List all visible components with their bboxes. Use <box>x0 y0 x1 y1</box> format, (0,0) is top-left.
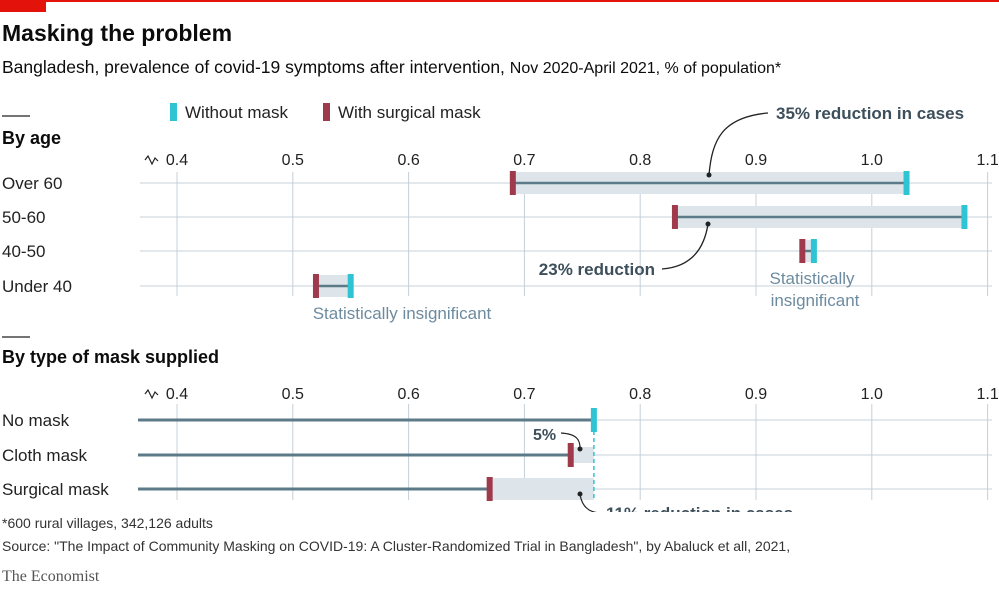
mask-cloth-leader <box>560 432 581 449</box>
mask-tick-label: 1.0 <box>861 386 883 403</box>
age-over60-annotation: 35% reduction in cases <box>776 104 964 123</box>
age-tick-label: 0.4 <box>166 152 188 169</box>
age-5060-annotation: 23% reduction <box>539 260 655 279</box>
age-marker-with-mask <box>312 274 319 298</box>
age-marker-with-mask <box>671 205 678 229</box>
legend-swatch-without-mask <box>170 103 177 121</box>
age-marker-with-mask <box>799 239 806 263</box>
mask-tick-label: 0.8 <box>629 386 651 403</box>
mask-marker-with-mask <box>567 443 574 467</box>
age-tick-label: 1.0 <box>861 152 883 169</box>
age-category-label: Under 40 <box>2 277 72 296</box>
legend-label-without-mask: Without mask <box>185 103 288 122</box>
mask-axis-break-icon <box>144 388 159 400</box>
age-marker-without-mask <box>810 239 817 263</box>
age-tick-label: 0.8 <box>629 152 651 169</box>
age-tick-label: 0.5 <box>282 152 304 169</box>
chart-title: Masking the problem <box>2 20 233 46</box>
mask-cloth-annotation: 5% <box>533 427 556 444</box>
mask-tick-label: 0.9 <box>745 386 767 403</box>
footnote: *600 rural villages, 342,126 adults <box>2 515 213 531</box>
mask-reduction-band <box>570 447 594 463</box>
age-heading: By age <box>2 128 61 148</box>
brand-red-tag <box>0 0 46 12</box>
age-5060-leader <box>661 223 709 270</box>
mask-tick-label: 1.1 <box>976 386 998 403</box>
age-tick-label: 1.1 <box>976 152 998 169</box>
age-category-label: 50-60 <box>2 208 45 227</box>
mask-surgical-leader-dot <box>577 491 583 497</box>
legend-label-with-mask: With surgical mask <box>338 103 481 122</box>
age-over60-leader-dot <box>706 172 712 178</box>
source-note: Source: "The Impact of Community Masking… <box>2 538 791 554</box>
age-category-label: 40-50 <box>2 242 45 261</box>
age-marker-without-mask <box>961 205 968 229</box>
chart-canvas: Without mask With surgical mask By age 0.4 0… <box>2 103 999 512</box>
mask-heading: By type of mask supplied <box>2 347 219 367</box>
mask-tick-label: 0.4 <box>166 386 188 403</box>
mask-reduction-band <box>489 478 594 500</box>
subtitle-main: Bangladesh, prevalence of covid-19 sympt… <box>2 57 505 77</box>
age-marker-without-mask <box>347 274 354 298</box>
age-4050-annotation-line1: Statistically <box>769 269 855 288</box>
age-4050-annotation-line2: insignificant <box>771 291 860 310</box>
mask-category-label: No mask <box>2 411 70 430</box>
age-5060-leader-dot <box>705 221 711 227</box>
mask-cloth-leader-dot <box>577 446 583 452</box>
mask-category-label: Cloth mask <box>2 446 88 465</box>
age-tick-label: 0.6 <box>397 152 419 169</box>
age-tick-label: 0.7 <box>513 152 535 169</box>
age-axis-break-icon <box>144 154 159 166</box>
brand-top-rule <box>0 0 999 2</box>
age-over60-leader <box>708 112 769 176</box>
publisher-logo: The Economist <box>2 568 100 585</box>
mask-surgical-annotation: 11% reduction in cases <box>606 504 793 512</box>
mask-tick-label: 0.5 <box>282 386 304 403</box>
mask-tick-label: 0.7 <box>513 386 535 403</box>
mask-marker-without-mask <box>590 408 597 432</box>
age-tick-label: 0.9 <box>745 152 767 169</box>
mask-marker-with-mask <box>486 477 493 501</box>
age-marker-with-mask <box>509 171 516 195</box>
chart-subtitle: Bangladesh, prevalence of covid-19 sympt… <box>2 57 781 78</box>
mask-category-label: Surgical mask <box>2 480 109 499</box>
mask-tick-label: 0.6 <box>397 386 419 403</box>
age-under40-annotation: Statistically insignificant <box>313 304 492 323</box>
legend-swatch-with-mask <box>323 103 330 121</box>
age-marker-without-mask <box>903 171 910 195</box>
mask-surgical-leader <box>579 493 597 512</box>
subtitle-detail: Nov 2020-April 2021, % of population* <box>509 60 782 77</box>
age-category-label: Over 60 <box>2 174 62 193</box>
